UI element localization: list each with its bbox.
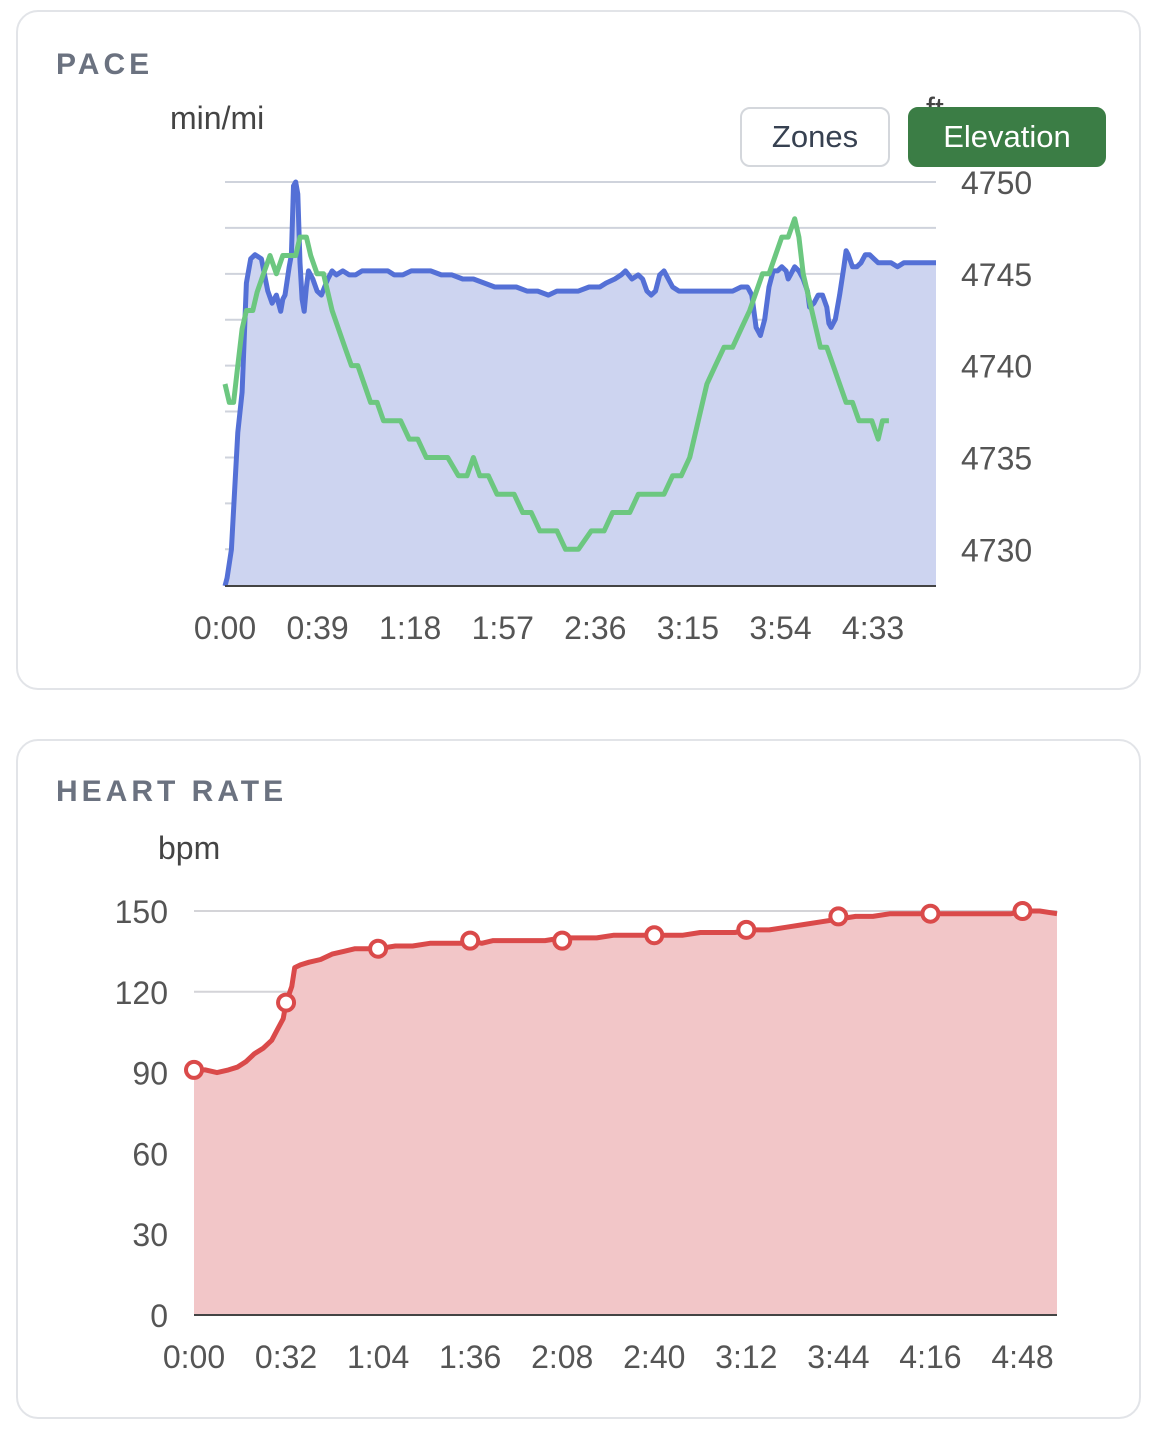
pace-chart: min/mi ft 0:000:391:181:572:363:153:544:… (170, 91, 1032, 646)
pace-x-tick-label: 4:33 (842, 610, 904, 646)
pace-card: PACE min/mi ft 0:000:391:181:572:363:153… (16, 10, 1141, 690)
heart-rate-x-tick-label: 2:40 (623, 1339, 685, 1375)
heart-rate-y-ticks: 150 120 90 60 30 0 (115, 894, 168, 1334)
heart-rate-marker (276, 992, 297, 1013)
heart-rate-x-tick-label: 4:48 (991, 1339, 1053, 1375)
pace-series-line (222, 179, 936, 587)
heart-rate-marker (828, 906, 849, 927)
heart-rate-x-tick-label: 0:00 (163, 1339, 225, 1375)
heart-rate-marker (184, 1059, 204, 1080)
heart-rate-x-tick-label: 3:44 (807, 1339, 869, 1375)
heart-rate-x-tick-label: 2:08 (531, 1339, 593, 1375)
pace-x-tick-label: 0:00 (194, 610, 256, 646)
elevation-y-ticks: 4750 4745 4740 4735 4730 (961, 165, 1032, 568)
pace-card-title: PACE (56, 48, 154, 81)
pace-area-fill (225, 182, 936, 586)
pace-x-tick-label: 1:57 (472, 610, 534, 646)
heart-rate-card-title: HEART RATE (56, 775, 288, 808)
elevation-y-tick-label: 4740 (961, 349, 1032, 385)
heart-rate-marker (368, 938, 389, 959)
pace-x-tick-label: 1:18 (379, 610, 441, 646)
elevation-y-tick-label: 4735 (961, 440, 1032, 476)
pace-x-tick-label: 3:54 (749, 610, 811, 646)
heart-rate-area-fill (194, 911, 1057, 1315)
heart-rate-y-tick-label: 90 (132, 1056, 168, 1092)
heart-rate-marker (644, 925, 665, 946)
heart-rate-x-ticks: 0:00 0:32 1:04 1:36 2:08 2:40 3:12 3:44 4:16 4:48 (163, 1339, 1054, 1375)
elevation-y-tick-label: 4730 (961, 532, 1032, 568)
heart-rate-marker (1012, 901, 1033, 921)
heart-rate-marker (552, 930, 573, 951)
heart-rate-y-tick-label: 60 (132, 1136, 168, 1172)
heart-rate-x-tick-label: 1:36 (439, 1339, 501, 1375)
pace-x-tick-label: 3:15 (657, 610, 719, 646)
heart-rate-y-tick-label: 150 (115, 894, 168, 930)
heart-rate-series-line (194, 908, 1058, 1076)
elevation-toggle-button[interactable]: Elevation (908, 107, 1106, 167)
elevation-series-line (222, 216, 889, 552)
heart-rate-x-tick-label: 1:04 (347, 1339, 409, 1375)
heart-rate-marker (920, 903, 941, 924)
heart-rate-x-tick-label: 4:16 (899, 1339, 961, 1375)
heart-rate-markers (184, 901, 1033, 1080)
heart-rate-x-tick-label: 3:12 (715, 1339, 777, 1375)
pace-x-tick-label: 0:39 (286, 610, 348, 646)
heart-rate-marker (460, 930, 481, 951)
heart-rate-y-tick-label: 120 (115, 975, 168, 1011)
zones-toggle-button[interactable]: Zones (740, 107, 890, 167)
heart-rate-card: HEART RATE bpm 0:00 0:32 1:04 1:36 2:08 2:40 3… (16, 739, 1141, 1419)
heart-rate-chart: bpm 0:00 0:32 1:04 1:36 2:08 2:40 3:12 3:44 4:16… (115, 830, 1058, 1375)
pace-x-ticks: 0:00 0:39 1:18 1:57 2:36 3:15 3:54 4:33 (194, 610, 904, 646)
pace-x-tick-label: 2:36 (564, 610, 626, 646)
heart-rate-y-axis-label: bpm (158, 830, 220, 866)
pace-y-axis-label: min/mi (170, 100, 264, 136)
elevation-y-tick-label: 4745 (961, 257, 1032, 293)
heart-rate-marker (736, 919, 757, 940)
heart-rate-y-tick-label: 30 (132, 1217, 168, 1253)
heart-rate-x-tick-label: 0:32 (255, 1339, 317, 1375)
heart-rate-y-tick-label: 0 (150, 1298, 168, 1334)
elevation-y-tick-label: 4750 (961, 165, 1032, 201)
